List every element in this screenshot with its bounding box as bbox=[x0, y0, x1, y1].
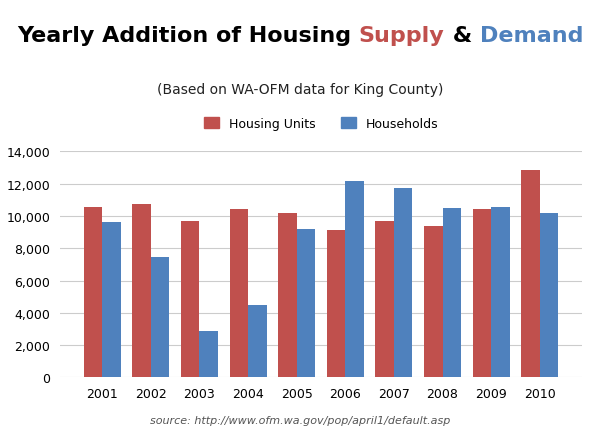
Text: &: & bbox=[445, 26, 479, 46]
Bar bbox=[491, 207, 509, 378]
Bar bbox=[278, 213, 296, 378]
Bar bbox=[199, 331, 218, 378]
Bar bbox=[376, 221, 394, 378]
Bar bbox=[248, 305, 266, 378]
Bar bbox=[181, 221, 199, 378]
Bar bbox=[133, 204, 151, 378]
Bar bbox=[424, 227, 443, 378]
Bar bbox=[473, 210, 491, 378]
Y-axis label: Index (2000 = 100): Index (2000 = 100) bbox=[0, 204, 1, 326]
Bar bbox=[151, 257, 169, 378]
Text: Supply: Supply bbox=[359, 26, 445, 46]
Bar bbox=[443, 208, 461, 378]
Text: (Based on WA-OFM data for King County): (Based on WA-OFM data for King County) bbox=[157, 82, 443, 96]
Text: source: http://www.ofm.wa.gov/pop/april1/default.asp: source: http://www.ofm.wa.gov/pop/april1… bbox=[150, 415, 450, 425]
Bar bbox=[102, 222, 121, 378]
Text: Yearly Addition of Housing: Yearly Addition of Housing bbox=[17, 26, 359, 46]
Bar bbox=[540, 214, 558, 378]
Bar bbox=[521, 171, 540, 378]
Legend: Housing Units, Households: Housing Units, Households bbox=[204, 118, 438, 131]
Text: Demand: Demand bbox=[479, 26, 583, 46]
Bar bbox=[296, 229, 315, 378]
Bar bbox=[327, 231, 346, 378]
Bar bbox=[230, 210, 248, 378]
Bar bbox=[84, 207, 102, 378]
Bar bbox=[346, 182, 364, 378]
Bar bbox=[394, 188, 412, 378]
